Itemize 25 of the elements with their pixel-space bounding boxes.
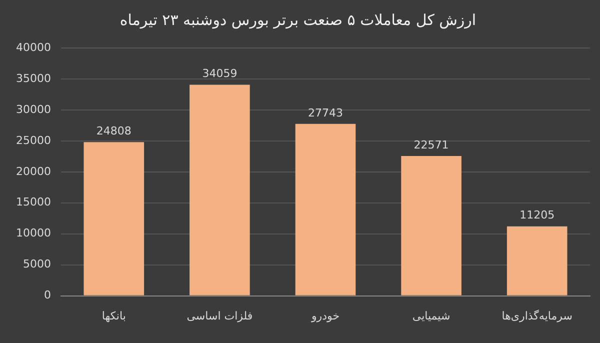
y-tick-label: 15000 — [16, 196, 51, 209]
data-label: 22571 — [414, 138, 449, 152]
bar — [401, 156, 462, 296]
bar — [190, 84, 250, 296]
x-tick-label: خودرو — [310, 309, 340, 322]
data-label: 24808 — [96, 124, 132, 138]
y-tick-label: 0 — [44, 288, 51, 302]
y-tick-label: 40000 — [16, 40, 51, 54]
y-tick-label: 5000 — [22, 258, 51, 271]
x-tick-label: سرمایه‌گذاری‌ها — [502, 309, 572, 322]
y-tick-label: 35000 — [16, 72, 51, 85]
x-tick-label: فلزات اساسی — [186, 309, 253, 322]
bar — [506, 226, 568, 296]
y-tick-label: 20000 — [16, 164, 51, 178]
y-tick-label: 10000 — [16, 226, 51, 240]
chart-title: ارزش کل معاملات ۵ صنعت برتر بورس دوشنبه ۲۳ تیرماه — [120, 10, 476, 29]
bar — [295, 124, 356, 296]
x-tick-label: شیمیایی — [412, 309, 450, 322]
bar — [84, 142, 144, 296]
data-label: 34059 — [202, 67, 238, 80]
data-label: 27743 — [308, 106, 343, 120]
y-tick-label: 25000 — [16, 134, 51, 147]
data-label: 11205 — [520, 208, 555, 222]
y-tick-label: 30000 — [16, 102, 51, 116]
x-tick-label: بانکها — [102, 309, 126, 322]
